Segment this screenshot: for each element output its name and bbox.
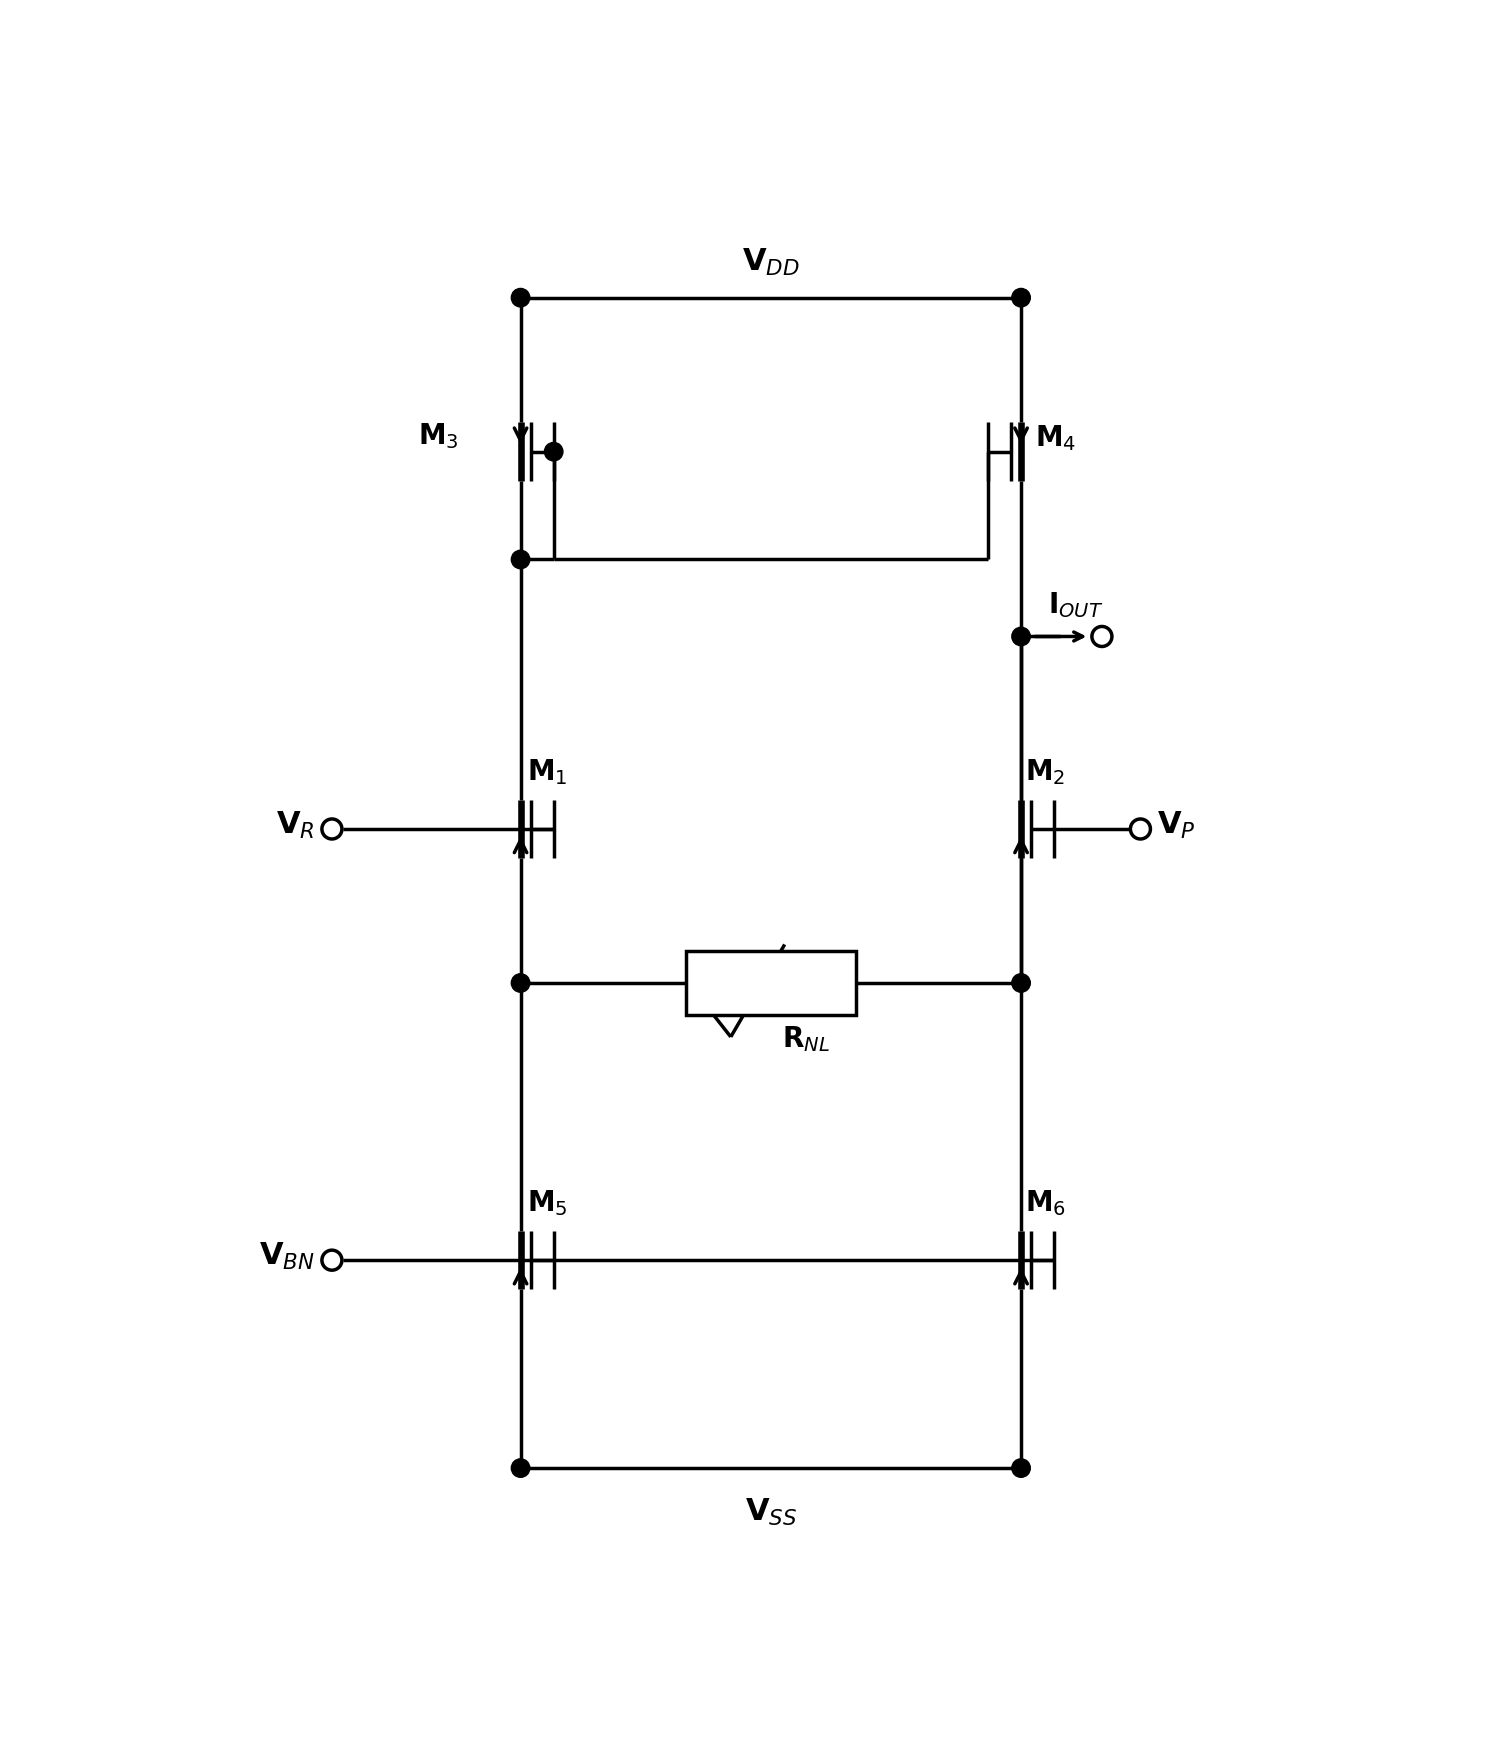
Text: V$_R$: V$_R$ [276,809,315,840]
Text: V$_{SS}$: V$_{SS}$ [744,1498,796,1528]
Text: V$_{DD}$: V$_{DD}$ [742,247,799,278]
Text: M$_5$: M$_5$ [526,1188,568,1218]
Circle shape [544,442,563,462]
Text: R$_{NL}$: R$_{NL}$ [782,1024,831,1054]
Bar [687,951,856,1015]
Circle shape [511,1459,531,1477]
Text: M$_3$: M$_3$ [418,421,459,451]
Circle shape [1012,1459,1030,1477]
Circle shape [511,974,531,992]
Text: M$_4$: M$_4$ [1034,423,1076,453]
Text: M$_1$: M$_1$ [526,758,568,786]
Circle shape [1012,289,1030,307]
Text: I$_{OUT}$: I$_{OUT}$ [1048,590,1103,620]
Text: M$_6$: M$_6$ [1025,1188,1065,1218]
Text: V$_P$: V$_P$ [1158,809,1196,840]
Circle shape [1012,627,1030,645]
Circle shape [511,289,531,307]
Circle shape [511,550,531,569]
Circle shape [1012,974,1030,992]
Text: M$_2$: M$_2$ [1025,758,1065,786]
Text: V$_{BN}$: V$_{BN}$ [259,1240,315,1272]
